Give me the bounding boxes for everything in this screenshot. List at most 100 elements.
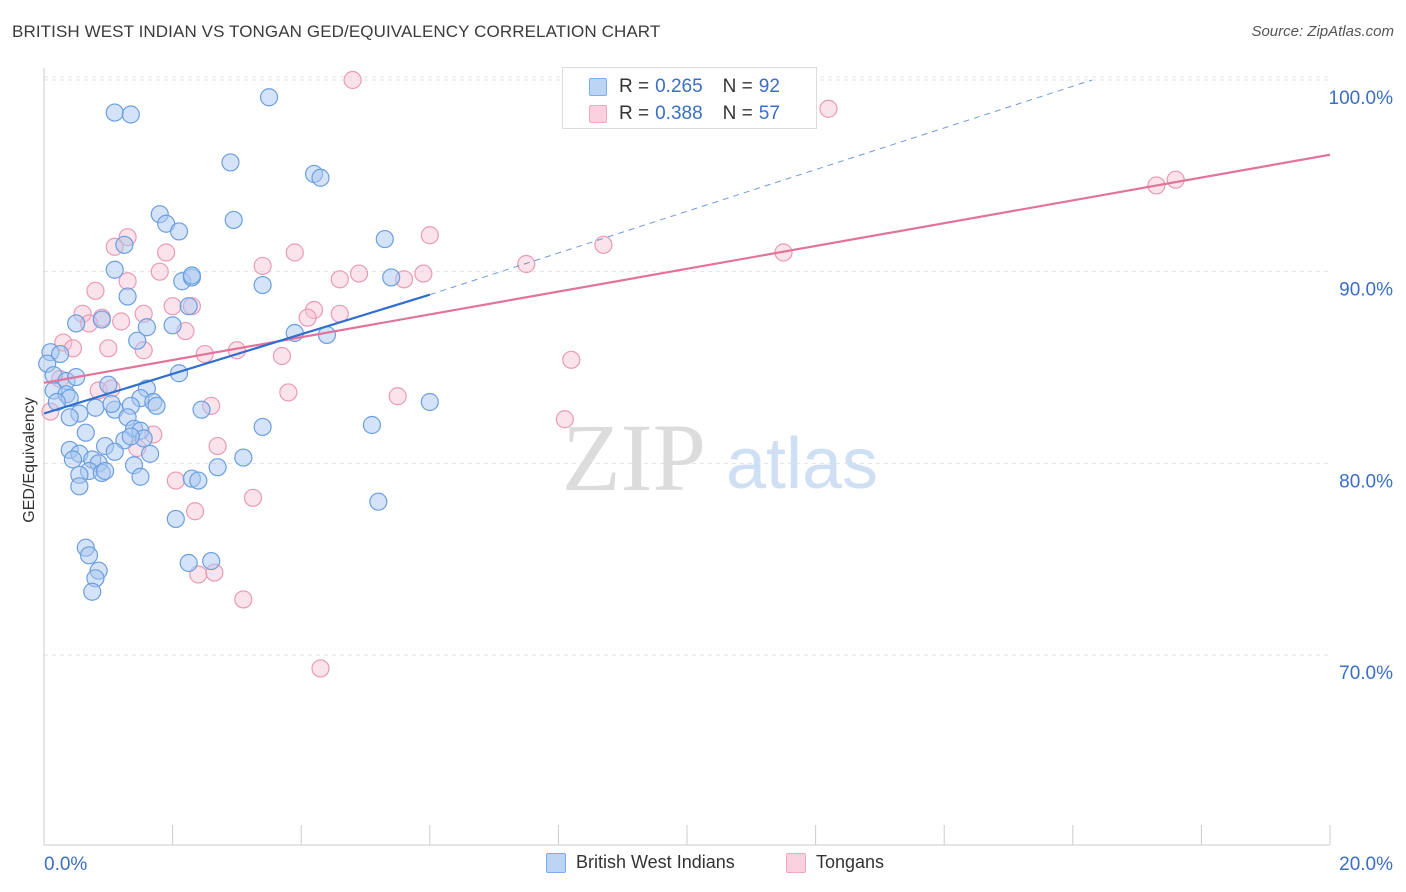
point-british-west-indians [131, 467, 150, 486]
legend-row-british-west-indians: R = 0.265 N = 92 [589, 75, 780, 99]
legend-row-tongans: R = 0.388 N = 57 [589, 102, 780, 126]
y-tick-label: 80.0% [1339, 471, 1393, 492]
chart-title: BRITISH WEST INDIAN VS TONGAN GED/EQUIVA… [12, 22, 661, 41]
watermark-atlas: atlas [726, 424, 878, 504]
point-british-west-indians [163, 316, 182, 335]
point-british-west-indians [105, 103, 124, 122]
x-tick-label: 20.0% [1339, 854, 1393, 875]
point-british-west-indians [79, 546, 99, 565]
point-tongans [517, 254, 536, 274]
point-tongans [150, 262, 169, 281]
axes [43, 68, 1331, 846]
point-british-west-indians [192, 400, 211, 419]
point-tongans [330, 270, 349, 289]
bottom-legend-swatch-pink [786, 852, 806, 873]
point-tongans [285, 243, 304, 262]
point-tongans [234, 590, 253, 609]
point-british-west-indians [105, 260, 124, 279]
regression-lines [43, 79, 1331, 415]
bottom-legend-label: British West Indians [576, 852, 735, 872]
point-british-west-indians [83, 582, 102, 601]
point-tongans [253, 256, 272, 276]
point-tongans [272, 346, 292, 366]
point-british-west-indians [202, 551, 221, 571]
point-british-west-indians [99, 375, 118, 394]
bottom-legend-tongans: Tongans [786, 852, 884, 873]
british-west-indians-points [38, 88, 439, 601]
point-tongans [279, 383, 298, 402]
y-tick-label: 100.0% [1329, 88, 1394, 109]
y-axis-label: GED/Equivalency [21, 397, 38, 523]
point-tongans [311, 659, 330, 678]
point-british-west-indians [128, 331, 147, 350]
point-british-west-indians [369, 492, 388, 511]
legend-r-label: R = [619, 103, 650, 124]
point-tongans [243, 488, 263, 507]
point-tongans [388, 387, 407, 406]
point-british-west-indians [118, 287, 137, 306]
legend-r-value: 0.388 [655, 103, 703, 124]
point-british-west-indians [234, 448, 253, 467]
point-british-west-indians [67, 314, 86, 333]
bottom-legend-label: Tongans [816, 852, 885, 872]
point-tongans [819, 99, 838, 118]
point-british-west-indians [95, 461, 115, 481]
point-british-west-indians [189, 471, 208, 490]
point-tongans [414, 264, 433, 283]
point-tongans [562, 350, 581, 369]
watermark: ZIP atlas [562, 404, 878, 511]
point-british-west-indians [169, 222, 189, 241]
point-british-west-indians [182, 266, 201, 285]
point-british-west-indians [105, 442, 124, 461]
point-tongans [163, 297, 182, 316]
point-tongans [594, 235, 613, 254]
point-british-west-indians [382, 268, 401, 287]
legend-n-label: N = [722, 76, 753, 97]
point-british-west-indians [179, 297, 198, 316]
point-british-west-indians [70, 477, 89, 496]
y-tick-label: 70.0% [1339, 663, 1393, 684]
point-british-west-indians [140, 444, 160, 463]
point-british-west-indians [208, 458, 227, 477]
point-british-west-indians [362, 415, 382, 435]
point-british-west-indians [86, 398, 105, 417]
correlation-legend: R = 0.265 N = 92 R = 0.388 N = 57 [562, 67, 817, 129]
point-british-west-indians [147, 396, 166, 415]
legend-r-value: 0.265 [655, 76, 703, 97]
legend-n-label: N = [722, 103, 753, 124]
point-british-west-indians [253, 275, 272, 295]
legend-n-value: 57 [758, 103, 780, 124]
point-british-west-indians [60, 408, 79, 427]
point-british-west-indians [115, 235, 134, 254]
point-tongans [343, 70, 362, 90]
y-tick-label: 90.0% [1339, 280, 1393, 301]
point-british-west-indians [76, 423, 95, 442]
regression-british-west-indians [43, 293, 431, 415]
point-tongans [420, 226, 439, 245]
point-british-west-indians [420, 392, 439, 412]
watermark-zip: ZIP [562, 404, 706, 511]
point-tongans [86, 281, 105, 300]
legend-swatch-pink [589, 105, 607, 123]
point-british-west-indians [63, 450, 83, 469]
point-british-west-indians [375, 229, 394, 249]
point-tongans [186, 502, 205, 521]
point-british-west-indians [311, 168, 330, 187]
point-tongans [99, 339, 118, 358]
bottom-legend-swatch-blue [546, 852, 566, 873]
x-tick-label: 0.0% [44, 854, 87, 875]
point-tongans [349, 264, 369, 283]
point-british-west-indians [50, 344, 70, 364]
point-british-west-indians [259, 88, 279, 107]
point-british-west-indians [121, 105, 140, 124]
point-british-west-indians [224, 210, 243, 230]
point-british-west-indians [169, 364, 189, 383]
source-credit: Source: ZipAtlas.com [1251, 23, 1394, 40]
point-british-west-indians [253, 417, 272, 437]
point-tongans [208, 436, 227, 456]
point-british-west-indians [137, 318, 156, 337]
point-tongans [555, 410, 574, 429]
regression-tongans [43, 153, 1331, 384]
bottom-legend-british-west-indians: British West Indians [546, 852, 735, 873]
legend-n-value: 92 [758, 76, 780, 97]
